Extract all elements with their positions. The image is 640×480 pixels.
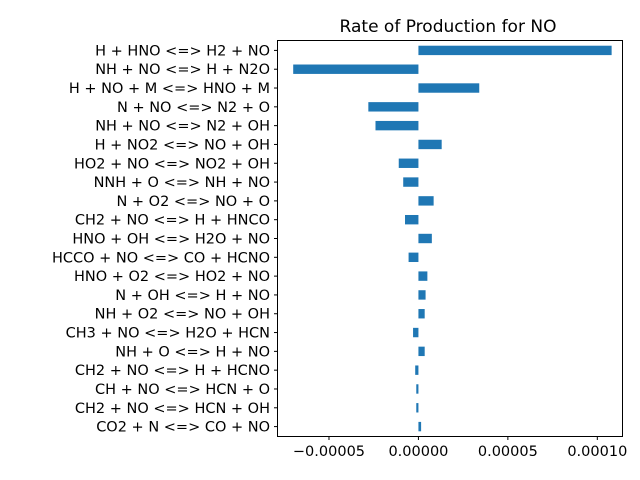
bar xyxy=(416,384,419,394)
bar xyxy=(405,214,419,225)
y-tick-label: CH2 + NO <=> H + HNCO xyxy=(75,213,270,229)
y-tick-label: H + HNO <=> H2 + NO xyxy=(95,43,270,59)
y-tick-label: NH + O2 <=> NO + OH xyxy=(95,307,270,323)
x-tick-label: 0.00005 xyxy=(478,444,538,460)
bars-group xyxy=(293,45,612,432)
y-tick-label: H + NO + M <=> HNO + M xyxy=(69,81,270,97)
bar xyxy=(418,309,425,319)
y-tick-label: CO2 + N <=> CO + NO xyxy=(96,420,270,436)
bar xyxy=(418,290,426,300)
bar xyxy=(418,45,612,56)
y-tick-label: N + OH <=> H + NO xyxy=(115,288,270,304)
bar xyxy=(418,346,425,357)
y-tick-label: NH + NO <=> H + N2O xyxy=(95,62,270,78)
bar xyxy=(413,327,419,338)
y-tick-label: CH2 + NO <=> H + HCNO xyxy=(75,363,270,379)
y-tick-label: NH + NO <=> N2 + OH xyxy=(95,119,270,135)
y-tick-label: NH + O <=> H + NO xyxy=(115,344,270,360)
bar xyxy=(418,421,422,432)
bar xyxy=(408,252,419,263)
bar xyxy=(403,177,419,187)
y-tick-label: HNO + O2 <=> HO2 + NO xyxy=(74,269,270,285)
y-tick-label: HCCO + NO <=> CO + HCNO xyxy=(52,250,270,266)
y-tick-label: CH2 + NO <=> HCN + OH xyxy=(75,401,270,417)
y-tick-label: HNO + OH <=> H2O + NO xyxy=(72,232,270,248)
chart-title: Rate of Production for NO xyxy=(340,17,557,37)
bar xyxy=(398,158,419,168)
bar xyxy=(418,233,432,244)
bar xyxy=(368,102,419,112)
x-tick-label: 0.00010 xyxy=(567,444,627,460)
bar xyxy=(418,83,480,93)
bar xyxy=(418,139,442,150)
y-tick-label: H + NO2 <=> NO + OH xyxy=(95,137,270,153)
bar xyxy=(375,120,419,131)
y-tick-label: N + NO <=> N2 + O xyxy=(117,100,270,116)
bar xyxy=(418,271,428,281)
y-tick-label: NNH + O <=> NH + NO xyxy=(94,175,270,191)
bar xyxy=(418,196,434,206)
y-tick-label: N + O2 <=> NO + O xyxy=(116,194,270,210)
x-ticks: −0.00005 0.00000 0.00005 0.00010 xyxy=(293,436,627,460)
y-tick-label: HO2 + NO <=> NO2 + OH xyxy=(74,156,270,172)
y-tick-label: CH + NO <=> HCN + O xyxy=(95,382,270,398)
x-tick-label: 0.00000 xyxy=(388,444,448,460)
bar xyxy=(415,365,419,375)
y-tick-label: CH3 + NO <=> H2O + HCN xyxy=(66,326,270,342)
y-tick-labels: H + HNO <=> H2 + NO NH + NO <=> H + N2O H … xyxy=(52,43,278,436)
x-tick-label: −0.00005 xyxy=(293,444,365,460)
bar xyxy=(293,64,419,74)
bar xyxy=(416,403,419,413)
plot-frame xyxy=(277,40,623,437)
